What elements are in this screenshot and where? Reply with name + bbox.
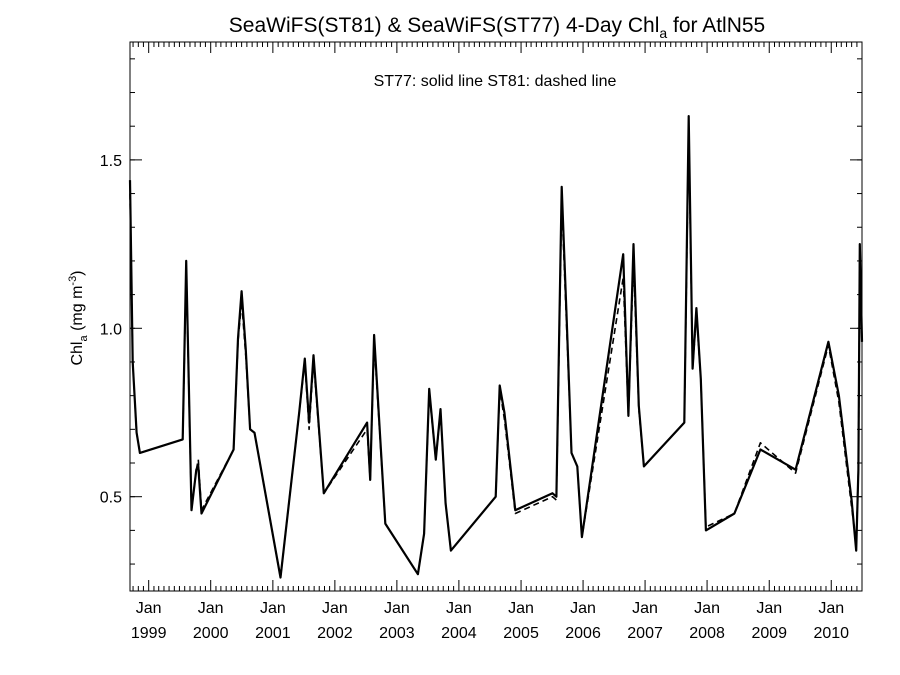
x-tick-year-label: 2010 [813,625,849,642]
x-tick-month-label: Jan [260,600,286,617]
plot-area [128,115,864,579]
x-tick-month-label: Jan [570,600,596,617]
x-tick-year-label: 1999 [131,625,167,642]
x-tick-year-label: 2001 [255,625,291,642]
x-tick-month-label: Jan [632,600,658,617]
x-tick-month-label: Jan [384,600,410,617]
y-axis-label-units: (mg m [69,286,86,336]
x-tick-year-label: 2006 [565,625,601,642]
chart-title-main: SeaWiFS(ST81) & SeaWiFS(ST77) 4-Day Chl [229,14,660,37]
chart-title-subscript: a [659,25,667,41]
x-tick-month-label: Jan [136,600,162,617]
x-tick-year-label: 2007 [627,625,663,642]
dashed-series-line [129,132,863,579]
solid-series-line [128,115,864,579]
y-axis-label-close: ) [69,270,86,275]
line-style-annotation: ST77: solid line ST81: dashed line [374,73,617,90]
x-tick-year-label: 2005 [503,625,539,642]
x-axis: Jan 1999 Jan 2000 Jan 2001 Jan 2002 Jan 2003 Jan 20… [131,42,863,642]
x-tick-year-label: 2008 [689,625,725,642]
chart-title-suffix: for AtlN55 [667,14,765,37]
x-tick-month-label: Jan [756,600,782,617]
x-tick-month-label: Jan [322,600,348,617]
y-axis-label-subscript: a [78,335,90,342]
x-tick-month-label: Jan [508,600,534,617]
x-tick-month-label: Jan [446,600,472,617]
x-tick-year-label: 2009 [751,625,787,642]
y-axis-label: Chla (mg m-3) [67,270,90,365]
x-tick-month-label: Jan [198,600,224,617]
x-tick-month-label: Jan [818,600,844,617]
x-tick-year-label: 2000 [193,625,229,642]
y-tick-label: 1.5 [100,153,122,170]
x-tick-year-label: 2002 [317,625,353,642]
plot-frame [129,41,863,592]
x-tick-year-label: 2004 [441,625,477,642]
x-tick-year-label: 2003 [379,625,415,642]
y-tick-label: 1.0 [100,321,122,338]
y-tick-label: 0.5 [100,490,122,507]
x-tick-month-label: Jan [694,600,720,617]
y-axis-label-superscript: -3 [67,276,79,286]
chart-title: SeaWiFS(ST81) & SeaWiFS(ST77) 4-Day Chla… [229,14,765,41]
y-axis-label-main: Chl [69,342,86,366]
y-axis: 0.5 1.0 1.5 [100,58,862,565]
